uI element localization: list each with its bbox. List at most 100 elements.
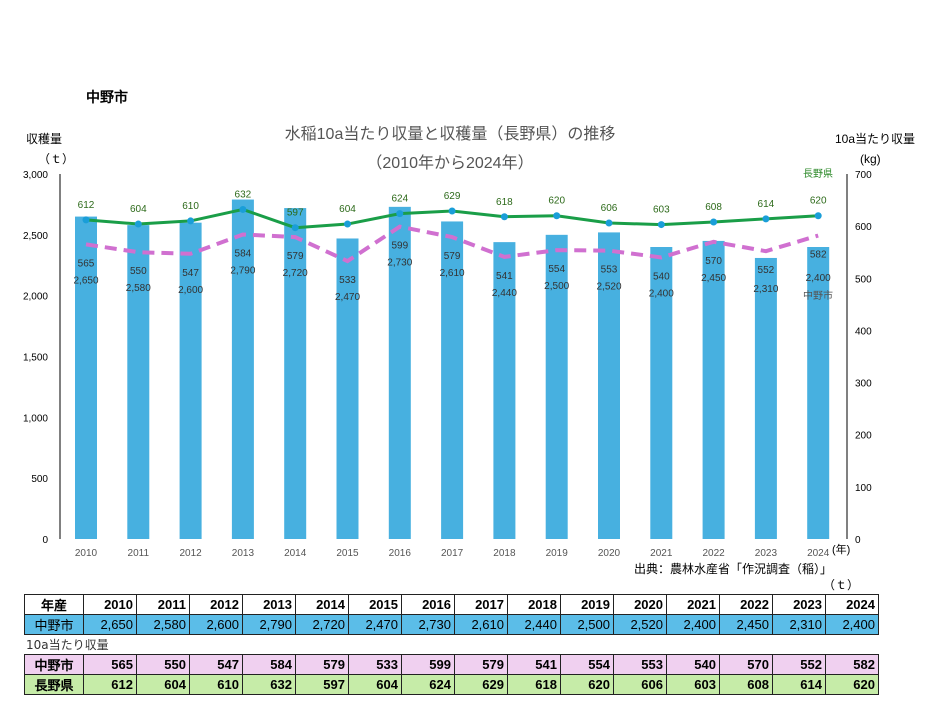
left-axis-unit: （ｔ） bbox=[38, 152, 74, 166]
year-cell: 2018 bbox=[507, 594, 561, 615]
nagano-data-label: 603 bbox=[653, 205, 670, 216]
nagano-data-label: 610 bbox=[182, 201, 199, 212]
x-tick-label: 2013 bbox=[232, 548, 255, 559]
bar bbox=[441, 221, 464, 539]
x-tick-label: 2019 bbox=[546, 548, 569, 559]
left-tick-label: 0 bbox=[42, 535, 48, 546]
x-tick-label: 2018 bbox=[493, 548, 516, 559]
left-tick-label: 2,000 bbox=[23, 292, 48, 303]
value-cell: 597 bbox=[295, 674, 349, 695]
nagano-point bbox=[134, 220, 142, 228]
table-header-row: 年産 2010 2011 2012 2013 2014 2015 2016 2017 2018 20… bbox=[24, 594, 879, 615]
bar bbox=[545, 234, 568, 540]
nagano-data-label: 614 bbox=[758, 199, 775, 210]
table-unit: （ｔ） bbox=[822, 578, 859, 592]
nagano-data-label: 624 bbox=[391, 194, 408, 205]
value-cell: 612 bbox=[83, 674, 137, 695]
bar-label: 2,520 bbox=[596, 282, 621, 293]
value-cell: 553 bbox=[613, 654, 667, 675]
value-cell: 603 bbox=[666, 674, 720, 695]
year-cell: 2023 bbox=[772, 594, 826, 615]
nagano-point bbox=[291, 224, 299, 232]
bar-label: 2,600 bbox=[178, 285, 203, 296]
value-cell: 606 bbox=[613, 674, 667, 695]
value-cell: 620 bbox=[560, 674, 614, 695]
right-tick-label: 200 bbox=[855, 431, 872, 442]
nagano-data-label: 632 bbox=[235, 189, 252, 200]
nagano-point bbox=[448, 207, 456, 215]
left-tick-label: 3,000 bbox=[23, 170, 48, 181]
value-cell: 565 bbox=[83, 654, 137, 675]
left-tick-label: 2,500 bbox=[23, 231, 48, 242]
nakano-data-label: 533 bbox=[339, 275, 356, 286]
nakano-data-label: 582 bbox=[810, 250, 827, 261]
nakano-data-label: 570 bbox=[705, 256, 722, 267]
nagano-point bbox=[82, 216, 90, 224]
value-cell: 550 bbox=[136, 654, 190, 675]
bar-label: 2,580 bbox=[126, 283, 151, 294]
x-axis-unit: (年) bbox=[832, 542, 850, 556]
x-tick-label: 2011 bbox=[128, 548, 150, 559]
right-tick-label: 500 bbox=[855, 274, 872, 285]
nakano-data-label: 554 bbox=[548, 264, 565, 275]
value-cell: 2,650 bbox=[83, 614, 137, 635]
value-cell: 579 bbox=[295, 654, 349, 675]
year-cell: 2015 bbox=[348, 594, 402, 615]
value-cell: 547 bbox=[189, 654, 243, 675]
bar bbox=[388, 206, 411, 539]
year-cell: 2021 bbox=[666, 594, 720, 615]
legend-nakano: 中野市 bbox=[803, 289, 833, 302]
year-cell: 2013 bbox=[242, 594, 296, 615]
year-cell: 2020 bbox=[613, 594, 667, 615]
value-cell: 608 bbox=[719, 674, 773, 695]
row-label: 年産 bbox=[24, 594, 84, 615]
nagano-data-label: 604 bbox=[130, 204, 147, 215]
legend-nagano: 長野県 bbox=[803, 168, 833, 180]
value-cell: 2,470 bbox=[348, 614, 402, 635]
bar-label: 2,400 bbox=[649, 288, 674, 299]
yield-row: 中野市 565 550 547 584 579 533 599 579 541 554 553 540 5… bbox=[24, 654, 879, 675]
nagano-data-label: 608 bbox=[705, 202, 722, 213]
nagano-data-label: 629 bbox=[444, 191, 461, 202]
bar-label: 2,440 bbox=[492, 288, 517, 299]
value-cell: 570 bbox=[719, 654, 773, 675]
year-cell: 2012 bbox=[189, 594, 243, 615]
bar-label: 2,400 bbox=[806, 273, 831, 284]
year-cell: 2010 bbox=[83, 594, 137, 615]
bar bbox=[493, 242, 516, 539]
x-tick-label: 2022 bbox=[702, 548, 725, 559]
bar bbox=[284, 208, 307, 540]
bar bbox=[650, 247, 673, 539]
nakano-data-label: 547 bbox=[182, 268, 199, 279]
nagano-point bbox=[187, 217, 195, 225]
value-cell: 618 bbox=[507, 674, 561, 695]
right-tick-label: 600 bbox=[855, 222, 872, 233]
row-label: 中野市 bbox=[24, 654, 84, 675]
nakano-data-label: 550 bbox=[130, 266, 147, 277]
value-cell: 541 bbox=[507, 654, 561, 675]
nakano-data-label: 540 bbox=[653, 271, 670, 282]
nakano-data-label: 579 bbox=[287, 251, 304, 262]
x-tick-label: 2014 bbox=[284, 548, 307, 559]
yield-caption: 10a当たり収量 bbox=[26, 638, 109, 652]
nagano-point bbox=[553, 212, 561, 220]
bar-label: 2,470 bbox=[335, 292, 360, 303]
value-cell: 614 bbox=[772, 674, 826, 695]
nakano-line bbox=[85, 224, 819, 264]
nagano-data-label: 620 bbox=[810, 196, 827, 207]
bar-label: 2,500 bbox=[544, 281, 569, 292]
bar bbox=[807, 247, 830, 539]
nagano-point bbox=[710, 218, 718, 226]
value-cell: 624 bbox=[401, 674, 455, 695]
value-cell: 2,610 bbox=[454, 614, 508, 635]
right-tick-label: 700 bbox=[855, 170, 872, 181]
x-tick-label: 2020 bbox=[598, 548, 621, 559]
row-label: 長野県 bbox=[24, 674, 84, 695]
nagano-point bbox=[396, 210, 404, 218]
value-cell: 2,400 bbox=[825, 614, 879, 635]
value-cell: 2,520 bbox=[613, 614, 667, 635]
value-cell: 2,790 bbox=[242, 614, 296, 635]
x-tick-label: 2016 bbox=[389, 548, 412, 559]
left-tick-label: 1,500 bbox=[23, 353, 48, 364]
